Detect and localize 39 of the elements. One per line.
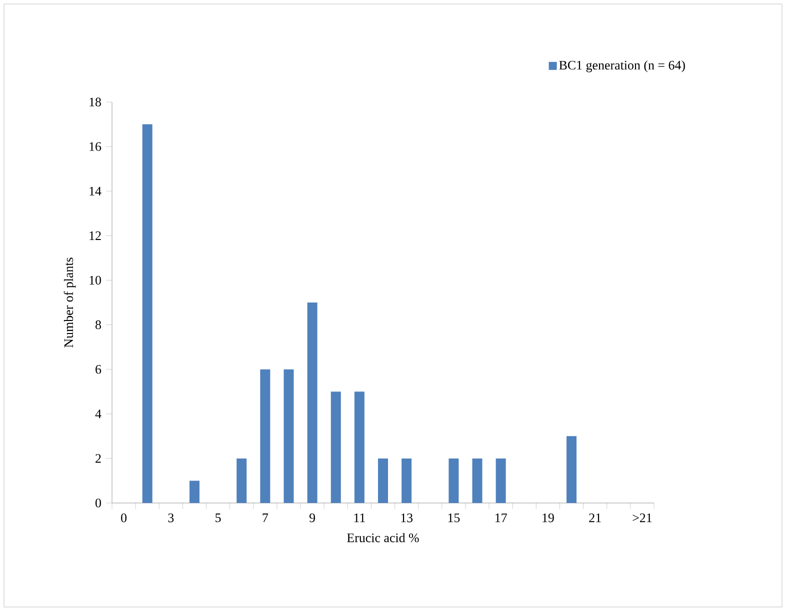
- x-axis-title: Erucic acid %: [347, 533, 419, 542]
- bar: [472, 458, 482, 503]
- bar: [307, 302, 318, 503]
- y-tick-label: 6: [96, 364, 102, 374]
- y-tick-label: 18: [90, 98, 101, 106]
- bar: [236, 458, 247, 503]
- x-tick-label: 5: [216, 514, 221, 522]
- bar: [448, 458, 459, 503]
- x-tick-label: 13: [401, 514, 413, 522]
- y-tick-label: 8: [96, 320, 101, 330]
- x-tick-label: 19: [542, 514, 554, 522]
- x-tick-label: >21: [632, 514, 652, 522]
- y-tick-label: 10: [90, 276, 101, 285]
- y-tick-label: 12: [90, 231, 101, 240]
- y-tick-label: 2: [96, 454, 101, 463]
- bar: [496, 458, 506, 503]
- bar: [284, 369, 294, 503]
- bar: [378, 458, 388, 503]
- x-tick-label: 21: [589, 514, 601, 522]
- y-tick-label: 16: [90, 142, 102, 151]
- y-axis-title: Number of plants: [64, 258, 76, 348]
- bar: [260, 369, 270, 503]
- bar: [402, 458, 412, 503]
- bar: [354, 392, 364, 503]
- x-tick-label: 0: [121, 514, 127, 522]
- x-tick-label: 3: [168, 514, 174, 522]
- bar: [566, 436, 577, 503]
- y-tick-label: 14: [90, 186, 102, 196]
- x-tick-label: 11: [354, 514, 365, 522]
- bar: [142, 124, 152, 503]
- bar: [189, 480, 200, 503]
- x-tick-label: 15: [448, 514, 460, 522]
- y-tick-label: 4: [95, 410, 102, 418]
- x-tick-label: 7: [262, 514, 268, 522]
- y-tick-label: 0: [96, 498, 101, 508]
- x-tick-label: 17: [495, 514, 507, 522]
- x-tick-label: 9: [309, 514, 316, 522]
- legend-label: BC1 generation (n = 64): [559, 60, 685, 72]
- bar: [330, 392, 341, 503]
